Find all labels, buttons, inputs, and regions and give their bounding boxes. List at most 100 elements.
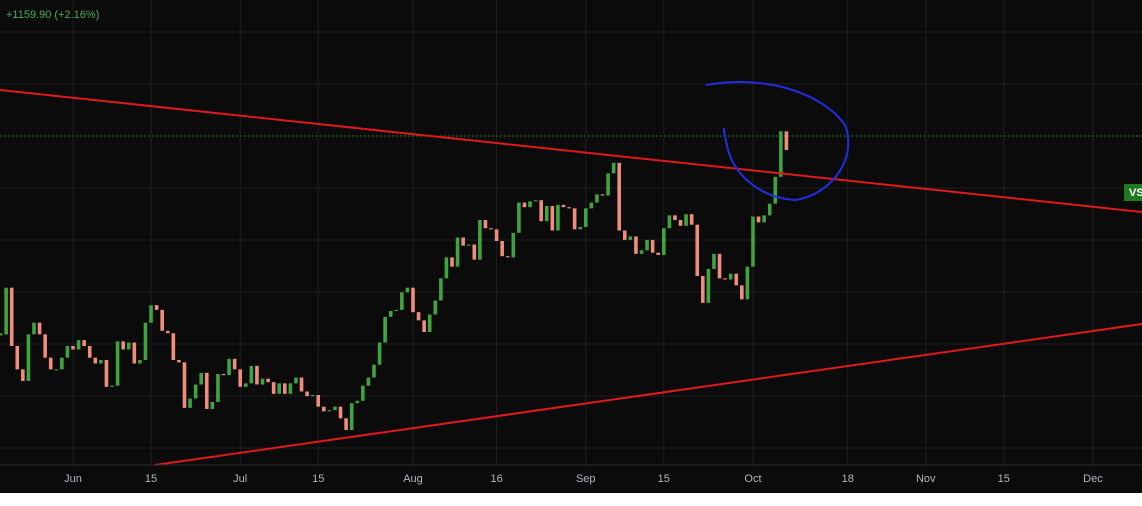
- candle-body: [600, 194, 605, 196]
- candle-body: [706, 269, 711, 303]
- candle-body: [405, 287, 410, 293]
- candle-body: [177, 360, 181, 363]
- candle-body: [149, 305, 153, 323]
- upper-trend-line: [0, 89, 1142, 213]
- candle-body: [193, 384, 198, 399]
- candle-body: [188, 398, 192, 408]
- candle-body: [121, 341, 125, 350]
- candle-body: [522, 202, 527, 208]
- candle-body: [171, 333, 176, 361]
- candle-body: [422, 320, 426, 333]
- candle-body: [377, 342, 382, 365]
- candle-body: [216, 374, 220, 403]
- candle-body: [143, 322, 148, 361]
- candle-body: [533, 200, 538, 202]
- candle-body: [505, 256, 510, 258]
- x-tick-label: 15: [998, 473, 1010, 485]
- candle-body: [361, 385, 365, 401]
- candle-body: [556, 204, 560, 231]
- candle-body: [338, 406, 343, 419]
- candle-body: [539, 200, 543, 222]
- candle-body: [266, 378, 270, 383]
- candle-body: [689, 214, 694, 225]
- candle-body: [439, 278, 443, 301]
- candle-body: [165, 330, 170, 334]
- candle-body: [762, 215, 766, 223]
- candle-body: [650, 239, 655, 253]
- candle-body: [344, 418, 348, 431]
- candle-body: [589, 202, 594, 209]
- candle-body: [32, 322, 36, 335]
- x-tick-label: 18: [842, 473, 854, 485]
- candle-body: [104, 360, 109, 387]
- x-tick-label: 15: [145, 473, 157, 485]
- x-tick-label: 15: [658, 473, 670, 485]
- candle-body: [517, 202, 521, 233]
- candle-body: [728, 273, 733, 280]
- candle-body: [617, 162, 622, 231]
- candle-body: [277, 383, 282, 394]
- candle-body: [199, 372, 204, 385]
- candle-body: [372, 364, 376, 378]
- candle-body: [388, 311, 393, 317]
- candle-body: [76, 340, 81, 350]
- background: [0, 0, 1142, 493]
- candle-body: [478, 220, 482, 260]
- candle-body: [723, 278, 727, 280]
- candle-body: [110, 385, 114, 387]
- candle-body: [366, 377, 371, 386]
- candle-body: [717, 253, 722, 279]
- candle-body: [316, 395, 321, 407]
- candle-body: [383, 316, 387, 343]
- x-axis: Jun 15 Jul 15 Aug 16 Sep 15 Oct 18 Nov 15 Dec: [64, 473, 1103, 485]
- candle-body: [4, 287, 8, 335]
- chart: +1159.90 (+2.16%) VS Jun 15 Jul 15 Aug 16 Sep 1…: [0, 0, 1142, 493]
- candle-body: [138, 360, 142, 364]
- candle-body: [673, 215, 677, 221]
- candle-body: [427, 314, 432, 333]
- candle-body: [394, 309, 399, 312]
- candle-body: [255, 365, 259, 385]
- candle-body: [701, 276, 705, 303]
- candle-body: [483, 220, 488, 229]
- candle-body: [622, 230, 627, 240]
- candle-body: [9, 287, 14, 347]
- candle-body: [411, 287, 415, 313]
- candle-body: [489, 228, 493, 230]
- candle-body: [634, 236, 638, 254]
- candle-body: [784, 131, 789, 151]
- candle-body: [43, 334, 47, 358]
- candle-body: [0, 333, 3, 336]
- candle-body: [71, 346, 75, 350]
- candle-body: [561, 204, 566, 208]
- candle-body: [740, 285, 744, 300]
- candle-body: [767, 203, 772, 216]
- candle-body: [132, 342, 137, 364]
- lower-trend-line: [154, 323, 1142, 466]
- candle-body: [416, 312, 421, 321]
- candle-body: [400, 292, 404, 310]
- candle-body: [115, 341, 120, 386]
- candle-body: [154, 305, 159, 310]
- candle-body: [455, 237, 460, 267]
- candle-body: [238, 369, 243, 387]
- candle-body: [667, 215, 672, 229]
- candle-body: [204, 372, 209, 410]
- candle-body: [544, 206, 549, 222]
- candle-body: [578, 227, 582, 230]
- candle-body: [310, 395, 315, 397]
- candle-body: [327, 410, 332, 412]
- candle-body: [87, 346, 92, 358]
- x-tick-label: 15: [312, 473, 324, 485]
- candle-body: [751, 216, 755, 267]
- candle-body: [734, 273, 739, 286]
- candle-body: [243, 383, 248, 387]
- candle-body: [661, 228, 666, 256]
- candle-body: [611, 162, 616, 174]
- candle-body: [639, 250, 644, 254]
- x-tick-label: Aug: [403, 473, 423, 485]
- candle-body: [678, 220, 683, 226]
- candle-body: [528, 201, 532, 208]
- candle-body: [260, 378, 265, 385]
